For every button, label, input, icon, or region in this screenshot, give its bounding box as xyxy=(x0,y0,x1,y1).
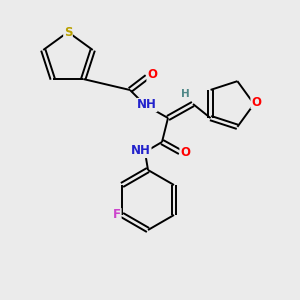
Text: H: H xyxy=(181,89,189,99)
Text: S: S xyxy=(64,26,72,38)
Text: O: O xyxy=(180,146,190,158)
Text: NH: NH xyxy=(137,98,157,112)
Text: O: O xyxy=(251,95,261,109)
Text: NH: NH xyxy=(131,145,151,158)
Text: O: O xyxy=(147,68,157,82)
Text: F: F xyxy=(113,208,121,221)
